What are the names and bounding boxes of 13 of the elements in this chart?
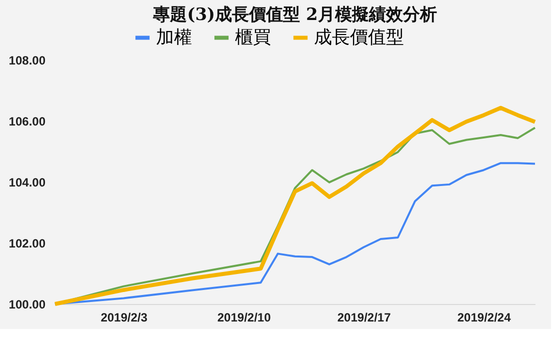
legend-label: 成長價值型 — [314, 26, 404, 48]
chart-title: 專題(3)成長價值型 2月模擬績效分析 — [152, 5, 437, 25]
y-tick-label: 100.00 — [8, 298, 46, 312]
y-tick-label: 104.00 — [8, 176, 46, 190]
x-tick-label: 2019/2/17 — [337, 310, 392, 324]
x-tick-label: 2019/2/24 — [457, 310, 512, 324]
legend-label: 櫃買 — [235, 26, 271, 48]
legend-label: 加權 — [156, 26, 192, 48]
x-tick-label: 2019/2/3 — [100, 310, 148, 324]
y-tick-label: 102.00 — [8, 236, 46, 250]
y-tick-label: 106.00 — [8, 114, 46, 128]
x-tick-label: 2019/2/10 — [217, 310, 272, 324]
y-tick-label: 108.00 — [8, 54, 46, 68]
